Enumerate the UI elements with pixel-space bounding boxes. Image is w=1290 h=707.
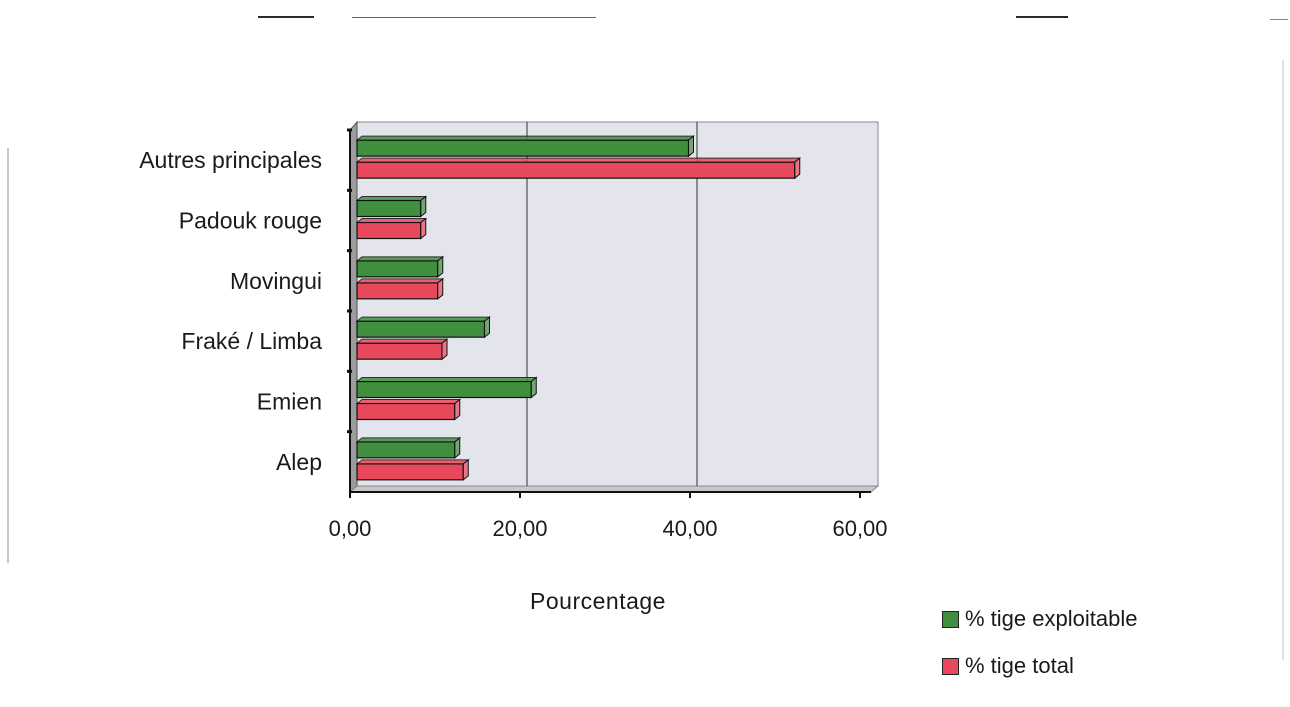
bar-face [356, 320, 486, 338]
bar-end [437, 277, 444, 300]
bar-top [355, 459, 470, 465]
legend-item-exploitable: % tige exploitable [942, 604, 1137, 634]
bar-end [530, 376, 537, 399]
scan-artifact-top-middle [352, 17, 596, 18]
bar-end [454, 436, 461, 459]
bar-end [794, 157, 801, 180]
bar-top [355, 338, 449, 344]
legend-item-total: % tige total [942, 651, 1137, 681]
y-category-label-autres-principales: Autres principales [139, 147, 322, 173]
bar-face [356, 161, 796, 179]
bar-top [355, 316, 491, 322]
bar-face [356, 441, 456, 459]
scan-artifact-top-left [258, 16, 314, 18]
bar-face [356, 139, 690, 157]
y-category-label-emien: Emien [257, 389, 322, 415]
bar-end [441, 338, 448, 361]
y-category-label-alep: Alep [276, 449, 322, 475]
legend-swatch-total [942, 657, 959, 675]
x-tick-label-0: 0,00 [329, 516, 372, 541]
axis-labels-group: 0,00 20,00 40,00 60,00 Autres principales Pad… [139, 147, 887, 541]
bar-top [355, 278, 445, 284]
bar-tige-total-alep [355, 458, 470, 481]
bar-end [420, 217, 427, 240]
scan-artifact-left-edge [7, 148, 9, 563]
bar-end [688, 135, 694, 158]
legend-label-exploitable: % tige exploitable [965, 606, 1138, 631]
x-tick-label-1: 20,00 [492, 516, 547, 541]
y-category-label-frak-limba: Fraké / Limba [181, 328, 322, 354]
bar-tige-total-emien [355, 398, 462, 421]
legend-swatch-exploitable [942, 610, 959, 628]
bar-top [355, 399, 462, 404]
bar-face [356, 380, 532, 399]
bar-end [462, 458, 469, 481]
bars-group [355, 135, 802, 481]
y-category-label-movingui: Movingui [230, 268, 322, 294]
bar-face [356, 463, 464, 481]
y-category-label-padouk-rouge: Padouk rouge [179, 208, 322, 234]
bar-face [356, 402, 456, 421]
x-tick-label-3: 60,00 [832, 516, 887, 541]
scan-artifact-right-edge [1282, 60, 1284, 660]
bar-end [420, 195, 427, 218]
legend-label-total: % tige total [965, 653, 1074, 678]
bar-tige-exploitable-movingui [355, 255, 445, 278]
bar-top [355, 135, 695, 141]
bar-face [356, 282, 439, 300]
bar-tige-exploitable-autres-principales [355, 135, 695, 158]
bar-face [356, 199, 422, 218]
bar-tige-total-autres-principales [355, 157, 802, 180]
plot-side-wall [349, 120, 358, 494]
bar-tige-total-movingui [355, 277, 445, 300]
bar-top [355, 437, 462, 443]
bar-face [356, 260, 439, 278]
bar-top [355, 377, 538, 382]
bar-top [355, 157, 802, 163]
bar-tige-total-frak-limba [355, 338, 449, 361]
x-tick-label-2: 40,00 [662, 516, 717, 541]
bar-top [355, 256, 445, 262]
x-axis-title: Pourcentage [530, 588, 666, 614]
bar-face [356, 221, 422, 240]
bar-top [355, 196, 428, 201]
bar-top [355, 218, 428, 223]
scan-artifact-top-far-right [1270, 19, 1288, 20]
bar-tige-exploitable-emien [355, 376, 538, 399]
bar-face [356, 342, 443, 360]
bar-tige-exploitable-frak-limba [355, 316, 491, 339]
legend: % tige exploitable % tige total [942, 604, 1137, 698]
bar-end [454, 398, 461, 421]
bar-tige-total-padouk-rouge [355, 217, 428, 240]
bar-end [437, 255, 444, 278]
bar-tige-exploitable-alep [355, 436, 462, 459]
scan-artifact-top-right [1016, 16, 1068, 18]
bar-end [484, 316, 490, 339]
plot-area [347, 120, 880, 498]
bar-tige-exploitable-padouk-rouge [355, 195, 428, 218]
